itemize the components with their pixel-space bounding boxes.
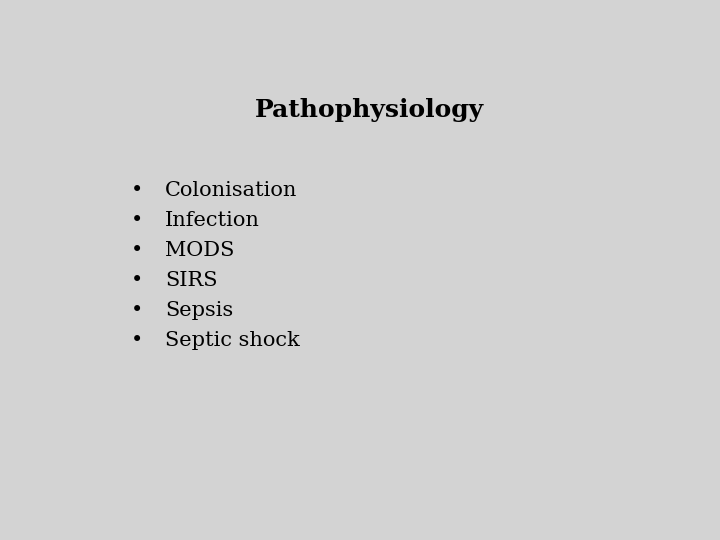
- Text: Colonisation: Colonisation: [166, 181, 297, 200]
- Text: •: •: [131, 181, 143, 200]
- Text: MODS: MODS: [166, 241, 235, 260]
- Text: Sepsis: Sepsis: [166, 301, 233, 320]
- Text: SIRS: SIRS: [166, 271, 218, 290]
- Text: •: •: [131, 241, 143, 260]
- Text: •: •: [131, 211, 143, 230]
- Text: •: •: [131, 331, 143, 350]
- Text: Septic shock: Septic shock: [166, 331, 300, 350]
- Text: •: •: [131, 271, 143, 290]
- Text: Infection: Infection: [166, 211, 260, 230]
- Text: •: •: [131, 301, 143, 320]
- Text: Pathophysiology: Pathophysiology: [254, 98, 484, 122]
